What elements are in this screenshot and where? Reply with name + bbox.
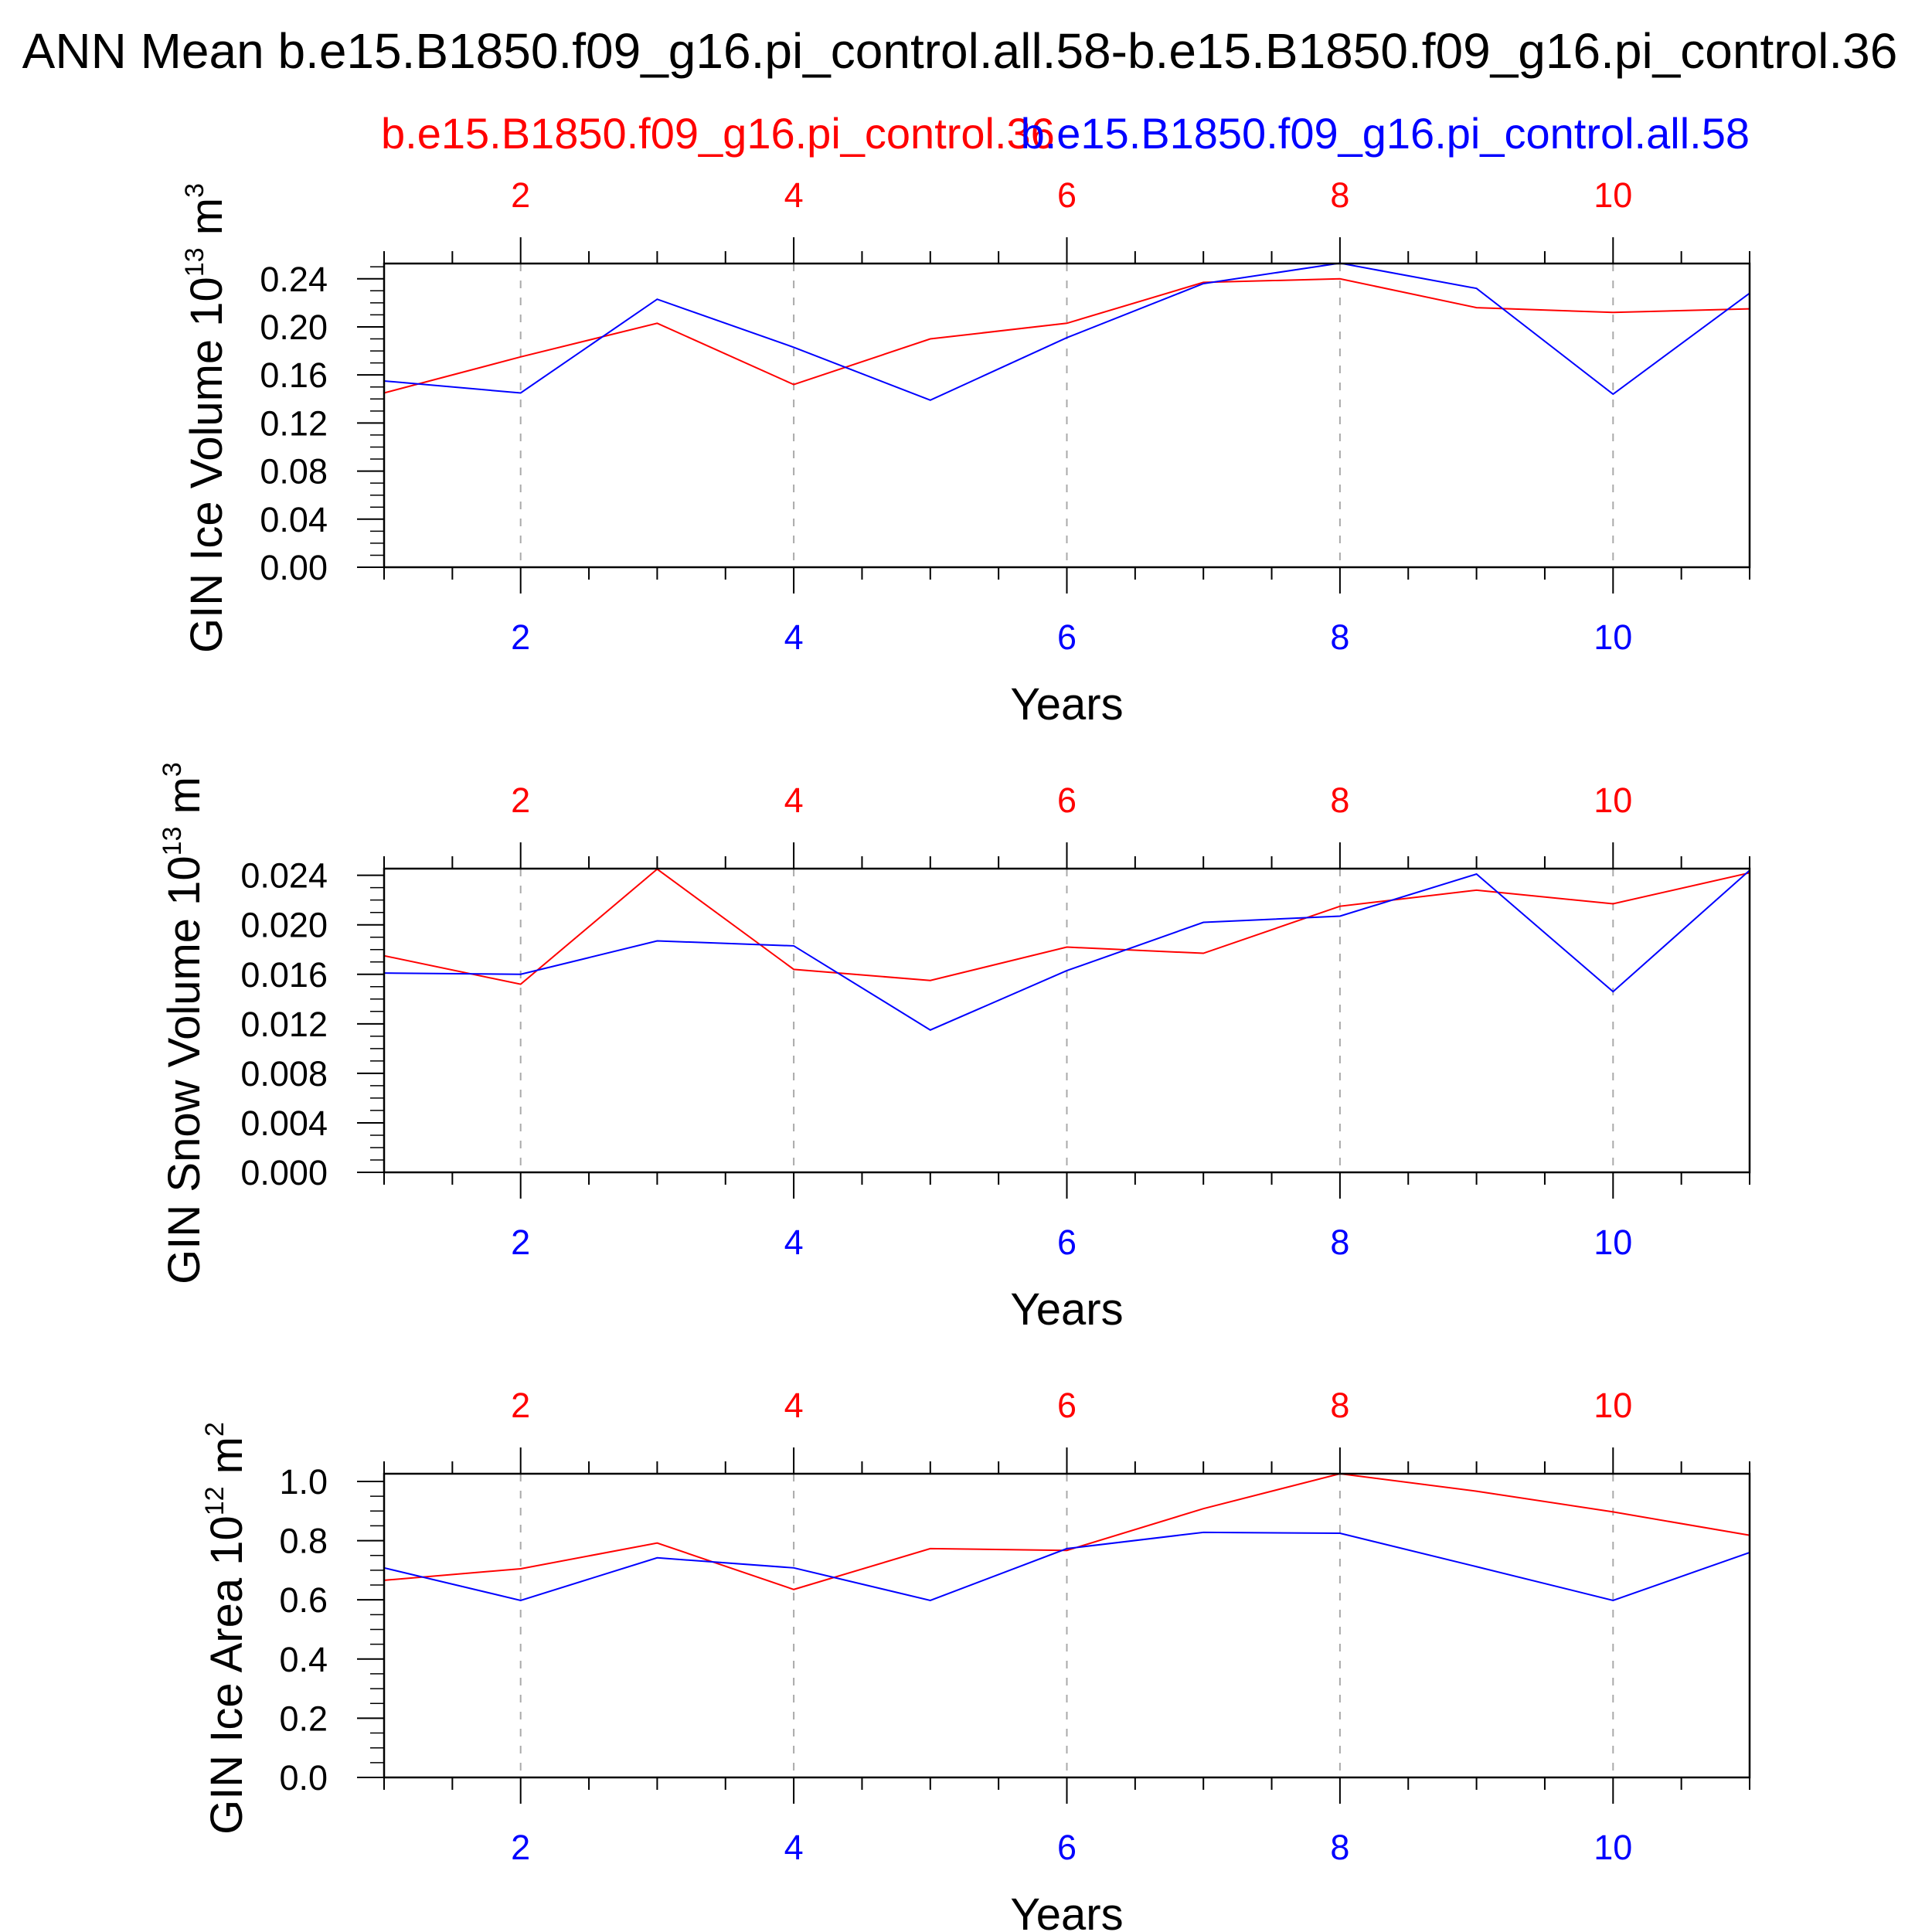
y-tick-label: 1.0 [279, 1462, 328, 1502]
y-tick-label: 0.8 [279, 1522, 328, 1561]
y-tick-label: 0.000 [240, 1153, 328, 1192]
y-axis-label-part: 2 [200, 1422, 230, 1437]
bottom-x-tick-label: 4 [784, 1828, 804, 1867]
y-axis-label-part: 13 [180, 247, 209, 277]
panel-3: 0.0 0.2 0.4 0.6 0.8 1.0 2 2 4 4 6 6 8 8 10 10 Years GIN I… [200, 1386, 1751, 1932]
bottom-x-tick-label: 10 [1594, 1223, 1632, 1262]
y-axis-label-part: 12 [200, 1486, 230, 1515]
x-axis-label: Years [1010, 679, 1123, 730]
y-tick-label: 0.6 [279, 1580, 328, 1620]
top-x-tick-label: 8 [1330, 1386, 1349, 1425]
y-tick-label: 0.020 [240, 906, 328, 945]
y-tick-label: 0.2 [279, 1699, 328, 1738]
y-axis-label-part: m [202, 1437, 252, 1486]
bottom-x-tick-label: 8 [1330, 1828, 1349, 1867]
bottom-x-tick-label: 8 [1330, 617, 1349, 657]
panel-2: 0.000 0.004 0.008 0.012 0.016 0.020 0.024 2 2 4 4 6… [158, 762, 1751, 1335]
bottom-x-tick-label: 6 [1057, 1828, 1077, 1867]
x-axis-label: Years [1010, 1889, 1123, 1932]
y-tick-label: 0.4 [279, 1640, 328, 1679]
bottom-x-tick-label: 6 [1057, 1223, 1077, 1262]
y-axis-label-part: 13 [158, 827, 187, 856]
bottom-x-tick-label: 4 [784, 1223, 804, 1262]
top-x-tick-label: 10 [1594, 175, 1632, 215]
subtitle-blue: b.e15.B1850.f09_g16.pi_control.all.58 [1021, 109, 1750, 158]
top-x-tick-label: 6 [1057, 781, 1077, 820]
y-tick-label: 0.016 [240, 955, 328, 995]
bottom-x-tick-label: 2 [511, 1223, 530, 1262]
top-x-tick-label: 2 [511, 781, 530, 820]
plot-frame [383, 1472, 1751, 1779]
top-x-tick-label: 4 [784, 175, 804, 215]
top-x-tick-label: 8 [1330, 175, 1349, 215]
top-x-tick-label: 10 [1594, 781, 1632, 820]
chart-title: ANN Mean b.e15.B1850.f09_g16.pi_control.… [22, 23, 1898, 79]
y-axis-label-part: 3 [180, 183, 209, 198]
y-tick-label: 0.20 [260, 308, 328, 347]
top-x-tick-label: 8 [1330, 781, 1349, 820]
bottom-x-tick-label: 2 [511, 617, 530, 657]
y-axis-label-part: GIN Snow Volume 10 [159, 855, 209, 1284]
bottom-x-tick-label: 6 [1057, 617, 1077, 657]
top-x-tick-label: 6 [1057, 175, 1077, 215]
y-tick-label: 0.004 [240, 1104, 328, 1143]
y-tick-label: 0.04 [260, 500, 328, 539]
subtitle-red: b.e15.B1850.f09_g16.pi_control.36 [381, 109, 1055, 158]
y-axis-label: GIN Snow Volume 1013 m3 [158, 762, 209, 1284]
y-axis-label: GIN Ice Volume 1013 m3 [180, 183, 232, 653]
y-axis-label-part: m [182, 198, 232, 247]
y-tick-label: 0.08 [260, 452, 328, 492]
top-x-tick-label: 4 [784, 1386, 804, 1425]
y-axis-label-part: GIN Ice Area 10 [202, 1515, 252, 1835]
y-axis-label-part: 3 [158, 762, 187, 777]
top-x-tick-label: 2 [511, 175, 530, 215]
bottom-x-tick-label: 2 [511, 1828, 530, 1867]
y-axis-label-part: GIN Ice Volume 10 [182, 277, 232, 653]
top-x-tick-label: 2 [511, 1386, 530, 1425]
y-tick-label: 0.0 [279, 1758, 328, 1798]
plot-frame [383, 262, 1751, 569]
panel-1: 0.00 0.04 0.08 0.12 0.16 0.20 0.24 2 2 4 4 6 6 8 8 10 10… [180, 175, 1751, 730]
y-tick-label: 0.00 [260, 548, 328, 587]
top-x-tick-label: 10 [1594, 1386, 1632, 1425]
bottom-x-tick-label: 10 [1594, 617, 1632, 657]
y-tick-label: 0.012 [240, 1005, 328, 1044]
top-x-tick-label: 6 [1057, 1386, 1077, 1425]
plot-frame [383, 867, 1751, 1174]
y-tick-label: 0.12 [260, 403, 328, 443]
top-x-tick-label: 4 [784, 781, 804, 820]
y-tick-label: 0.024 [240, 856, 328, 896]
bottom-x-tick-label: 8 [1330, 1223, 1349, 1262]
bottom-x-tick-label: 10 [1594, 1828, 1632, 1867]
y-tick-label: 0.008 [240, 1054, 328, 1094]
y-axis-label: GIN Ice Area 1012 m2 [200, 1422, 252, 1835]
y-axis-label-part: m [159, 777, 209, 826]
x-axis-label: Years [1010, 1284, 1123, 1335]
y-tick-label: 0.24 [260, 260, 328, 299]
bottom-x-tick-label: 4 [784, 617, 804, 657]
y-tick-label: 0.16 [260, 355, 328, 395]
